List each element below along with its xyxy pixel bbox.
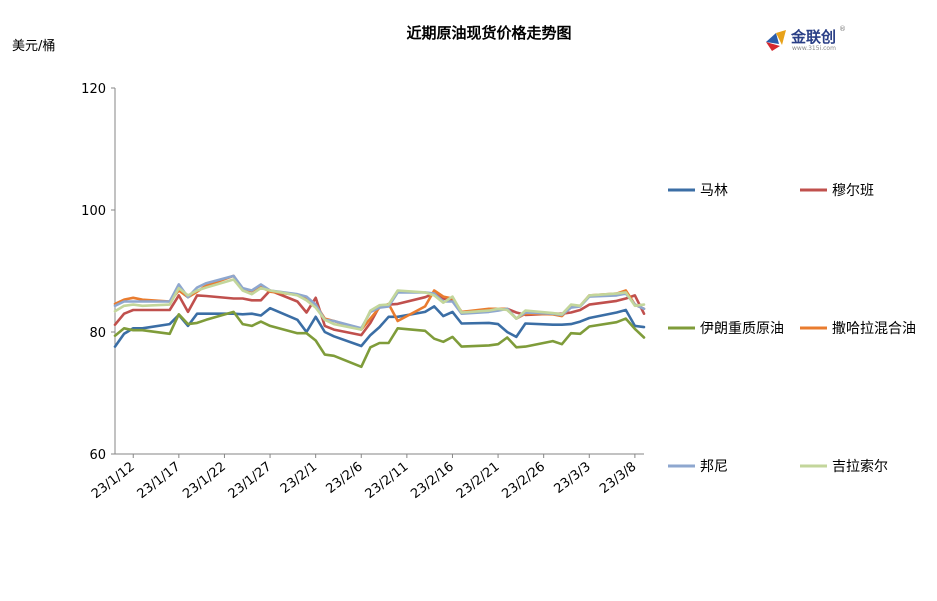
x-tick-label: 23/2/16 [408, 459, 457, 502]
x-tick-label: 23/1/12 [89, 459, 138, 502]
y-tick-label: 120 [81, 82, 106, 97]
legend-label: 伊朗重质原油 [700, 321, 784, 337]
y-tick-label: 60 [89, 448, 106, 463]
x-tick-label: 23/1/22 [180, 459, 229, 502]
x-tick-label: 23/3/8 [597, 459, 639, 497]
logo-mark-icon [766, 30, 786, 51]
y-axis-unit-label: 美元/桶 [12, 39, 55, 54]
y-tick-label: 80 [89, 326, 106, 341]
x-tick-label: 23/2/6 [324, 459, 366, 497]
x-tick-label: 23/2/26 [499, 459, 548, 502]
series-lines [113, 274, 646, 369]
legend-label: 邦尼 [700, 459, 728, 475]
chart-title: 近期原油现货价格走势图 [406, 24, 571, 42]
y-tick-label: 100 [81, 204, 106, 219]
x-tick-label: 23/2/1 [278, 459, 320, 497]
x-tick-label: 23/3/3 [552, 459, 594, 497]
series-line [113, 278, 646, 331]
series-line [113, 310, 646, 369]
legend-label: 吉拉索尔 [832, 458, 888, 475]
legend-label: 穆尔班 [832, 183, 874, 199]
logo-text: 金联创 [790, 28, 836, 46]
legend-label: 撒哈拉混合油 [832, 321, 916, 337]
legend-item: 邦尼 [668, 459, 728, 475]
logo-registered-mark: ® [839, 25, 846, 33]
logo-url-text: www.315i.com [792, 45, 836, 52]
legend-item: 穆尔班 [800, 183, 874, 199]
series-line [113, 305, 646, 348]
company-logo: 金联创 ® www.315i.com [766, 25, 846, 52]
x-tick-label: 23/1/27 [226, 459, 275, 502]
legend-item: 伊朗重质原油 [668, 321, 784, 337]
x-tick-label: 23/1/17 [135, 459, 184, 502]
legend-label: 马林 [700, 183, 728, 199]
x-tick-label: 23/2/21 [454, 459, 503, 502]
legend-item: 撒哈拉混合油 [800, 321, 916, 337]
legend-item: 吉拉索尔 [800, 458, 888, 475]
legend-item: 马林 [668, 183, 728, 199]
x-tick-label: 23/2/11 [363, 459, 412, 502]
